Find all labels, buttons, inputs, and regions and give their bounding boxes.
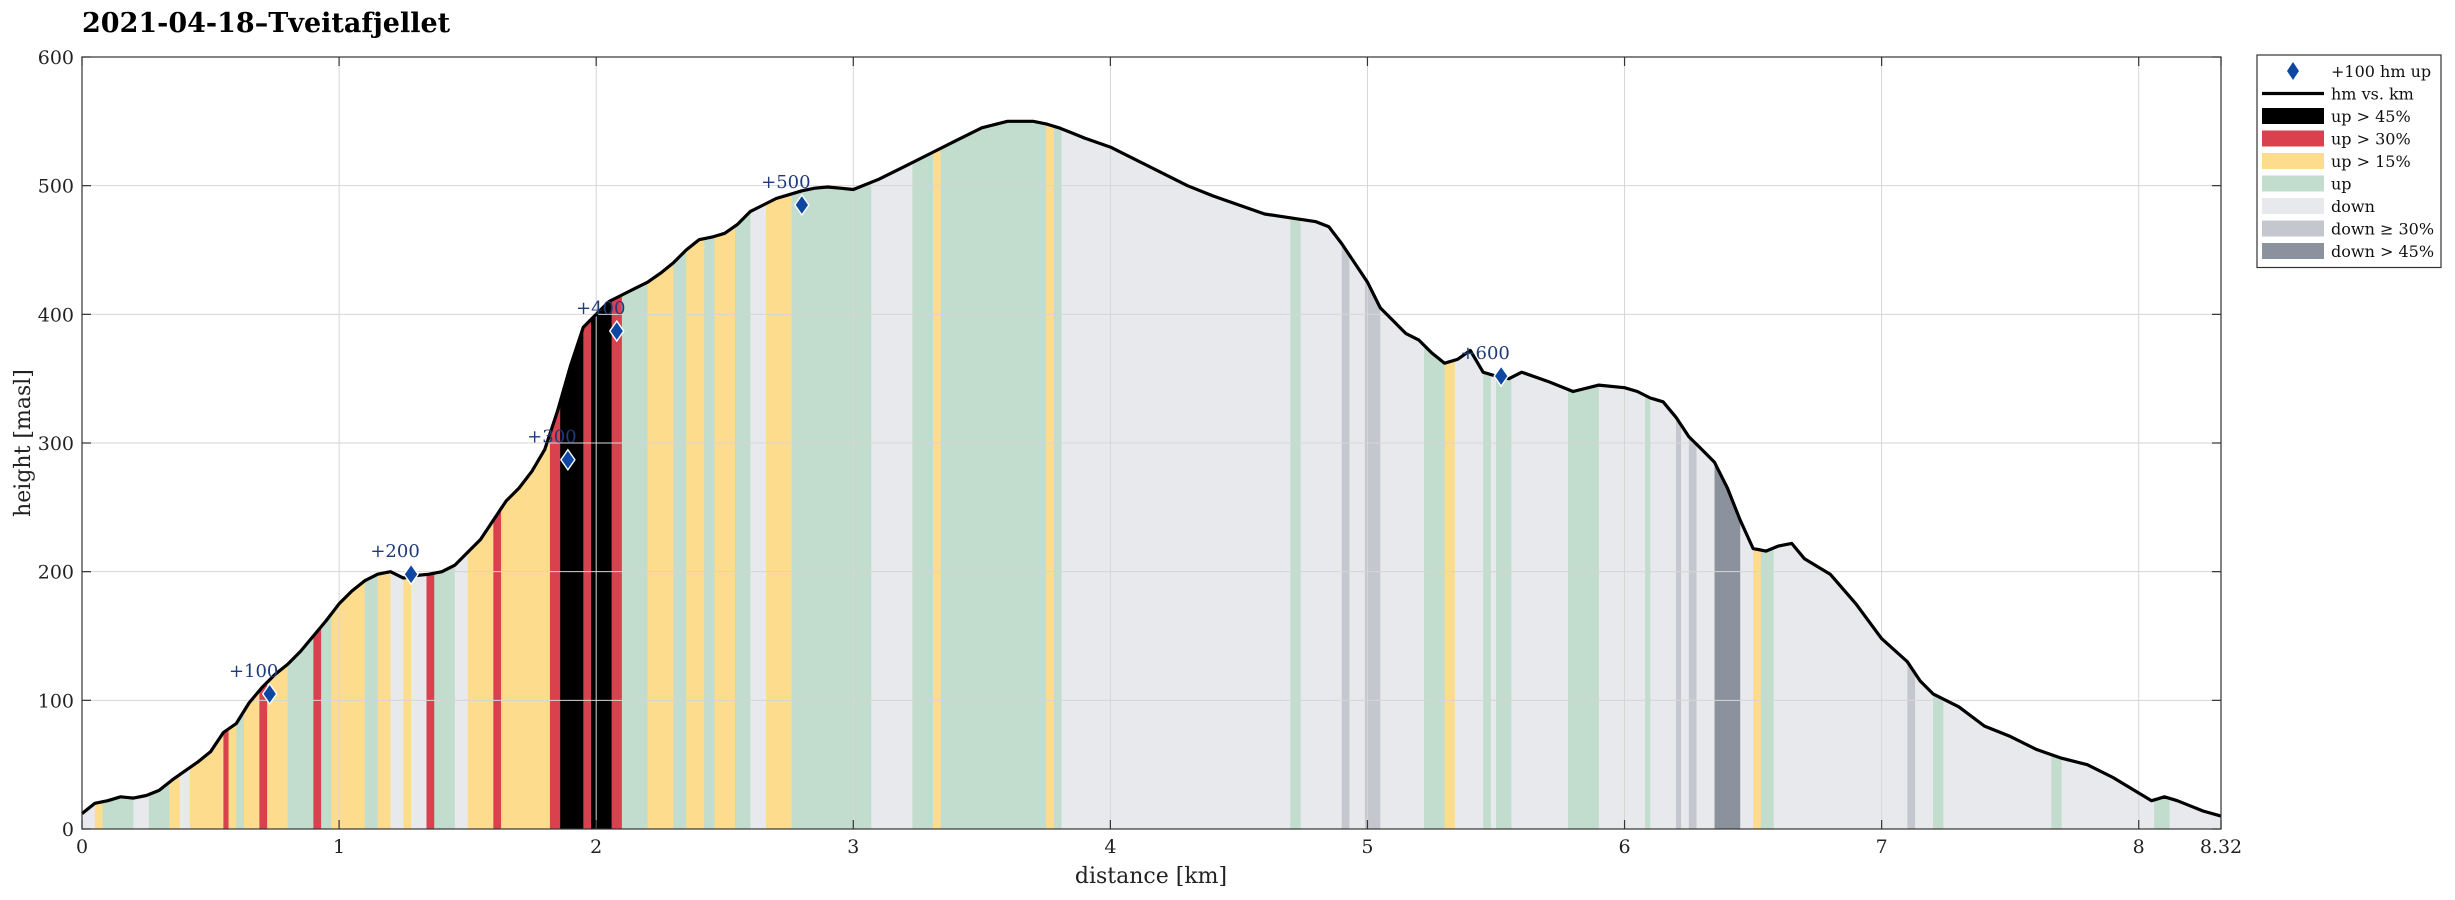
hm-marker xyxy=(794,193,810,217)
y-tick-label: 0 xyxy=(62,819,74,841)
legend-swatch xyxy=(2262,198,2324,214)
y-tick-label: 100 xyxy=(38,690,74,712)
hm-marker xyxy=(608,319,625,343)
legend-swatch xyxy=(2262,108,2324,124)
legend-swatch-marker xyxy=(2287,62,2299,80)
y-tick-label: 500 xyxy=(38,176,74,198)
legend-label: up > 45% xyxy=(2331,107,2411,126)
x-tick-label: 1 xyxy=(333,836,345,858)
legend-swatch xyxy=(2262,153,2324,169)
y-tick-label: 600 xyxy=(38,47,74,69)
hm-markers: +100 +200 +300 +400 +500 +600 xyxy=(229,172,1510,706)
legend-label: up xyxy=(2331,175,2352,194)
hm-marker-label: +200 xyxy=(370,541,419,562)
sky-mask-area xyxy=(82,57,2221,817)
hm-marker-label: +600 xyxy=(1460,343,1509,364)
hm-marker xyxy=(403,563,419,586)
hm-marker xyxy=(560,448,576,471)
y-tick-label: 400 xyxy=(38,304,74,326)
x-tick-label: 4 xyxy=(1104,836,1116,858)
legend-label: down xyxy=(2331,197,2375,216)
series-line-hm-vs-km xyxy=(81,119,2222,818)
legend-swatch xyxy=(2262,130,2324,147)
y-tick-label: 200 xyxy=(38,562,74,584)
elevation-profile xyxy=(81,119,2222,818)
axes: 0 1 2 3 4 5 6 7 8 8.32 0 100 200 300 400 500 600 xyxy=(38,47,2242,858)
x-tick-label: 8 xyxy=(2133,836,2145,858)
hm-marker-label: +100 xyxy=(229,661,278,682)
hm-marker-label: +300 xyxy=(527,427,576,448)
hm-marker xyxy=(1493,364,1509,388)
hm-marker-label: +500 xyxy=(761,172,810,193)
x-tick-label: 7 xyxy=(1876,836,1888,858)
sky-mask xyxy=(82,57,2221,817)
legend-swatch xyxy=(2262,220,2324,237)
legend-label: down ≥ 30% xyxy=(2331,220,2434,239)
x-axis-label: distance [km] xyxy=(1075,864,1227,889)
legend-swatch xyxy=(2262,175,2324,192)
y-tick-label: 300 xyxy=(38,433,74,455)
hm-marker-label: +400 xyxy=(576,298,625,319)
legend-label: hm vs. km xyxy=(2331,85,2414,104)
legend-label: up > 15% xyxy=(2331,152,2411,171)
chart-title: 2021-04-18–Tveitafjellet xyxy=(82,8,451,39)
x-tick-label: 3 xyxy=(847,836,859,858)
legend-label: down > 45% xyxy=(2331,242,2434,261)
x-tick-label: 2 xyxy=(590,836,602,858)
legend: +100 hm up hm vs. km up > 45% up > 30% up > … xyxy=(2256,54,2442,269)
x-tick-label: 0 xyxy=(76,836,88,858)
legend-swatch xyxy=(2262,243,2324,259)
x-tick-label: 6 xyxy=(1619,836,1631,858)
y-axis-label: height [masl] xyxy=(11,369,36,517)
hm-marker xyxy=(261,682,278,706)
legend-label: up > 30% xyxy=(2331,130,2411,149)
legend-label: +100 hm up xyxy=(2331,62,2431,81)
x-tick-label: 5 xyxy=(1361,836,1373,858)
x-tick-label: 8.32 xyxy=(2200,836,2242,858)
